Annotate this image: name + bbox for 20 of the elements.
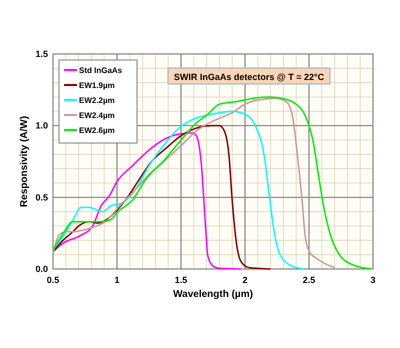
x-tick-label: 1: [114, 275, 120, 285]
x-tick-label: 1.5: [174, 275, 188, 285]
x-tick-label: 3: [370, 275, 376, 285]
text: SWIR InGaAs detectors @ T = 22°C: [174, 72, 325, 82]
y-axis-title: Responsivity (A/W): [19, 116, 30, 208]
legend-label: EW2.2µm: [79, 96, 115, 105]
legend-label: Std InGaAs: [79, 66, 123, 75]
y-tick-label: 1.0: [35, 120, 48, 131]
y-tick-label: 0.0: [35, 264, 48, 274]
x-tick-label: 0.5: [46, 275, 60, 285]
legend-label: EW1.9µm: [79, 81, 115, 90]
line-series: [52, 110, 305, 270]
x-tick-label: 2: [242, 275, 248, 285]
x-axis-title: Wavelength (µm): [173, 289, 253, 300]
legend-label: EW2.4µm: [79, 111, 115, 120]
y-tick-label: 1.5: [35, 49, 48, 59]
legend-label: EW2.6µm: [79, 126, 115, 135]
y-tick-label: 0.5: [35, 192, 48, 202]
x-tick-label: 2.5: [302, 275, 316, 285]
line-series: [52, 124, 272, 270]
